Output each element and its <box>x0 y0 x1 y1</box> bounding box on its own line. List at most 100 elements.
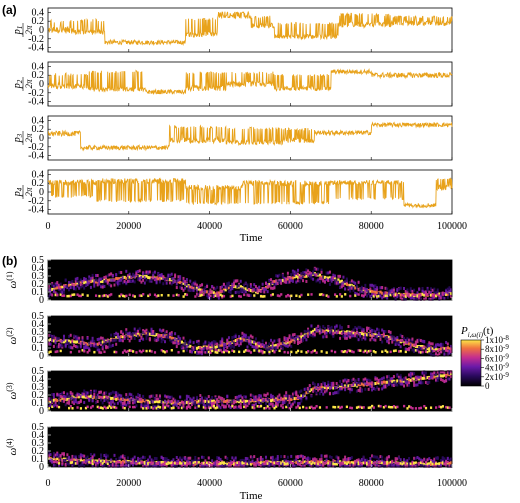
heatmap-cell <box>111 343 114 347</box>
heatmap-cell <box>436 456 439 460</box>
heatmap-cell <box>443 380 446 384</box>
heatmap-cell <box>251 289 254 293</box>
heatmap-cell <box>281 401 284 405</box>
heatmap-omega1: 0.50.40.30.20.10ω(1) <box>5 255 453 306</box>
heatmap-cell <box>189 464 192 468</box>
heatmap-cell <box>105 459 108 463</box>
heatmap-cell <box>357 331 360 335</box>
heatmap-cell <box>342 281 345 285</box>
heatmap-cell <box>367 382 370 386</box>
heatmap-cell <box>258 401 261 405</box>
heatmap-cell <box>83 281 86 285</box>
heatmap-cell <box>394 380 397 384</box>
heatmap-cell <box>404 290 407 294</box>
heatmap-cell <box>270 462 273 466</box>
heatmap-cell <box>66 294 69 298</box>
heatmap-cell <box>268 342 271 346</box>
heatmap-cell <box>342 379 345 383</box>
heatmap-cell <box>169 274 172 278</box>
heatmap-cell <box>160 349 163 352</box>
heatmap-cell <box>408 295 411 298</box>
heatmap-cell <box>436 378 439 382</box>
heatmap-cell <box>86 391 89 395</box>
heatmap-cell <box>76 337 79 341</box>
heatmap-cell <box>47 397 50 401</box>
heatmap-cell <box>397 294 400 298</box>
heatmap-cell <box>401 334 404 338</box>
heatmap-cell <box>330 384 333 388</box>
heatmap-cell <box>431 353 434 357</box>
heatmap-cell <box>147 461 150 465</box>
heatmap-cell <box>254 288 257 292</box>
heatmap-cell <box>157 403 160 407</box>
heatmap-cell <box>435 291 438 295</box>
heatmap-cell <box>231 339 234 343</box>
heatmap-cell <box>441 295 444 299</box>
heatmap-cell <box>438 343 441 347</box>
heatmap-cell <box>91 395 94 399</box>
heatmap-cell <box>310 462 313 466</box>
heatmap-cell <box>76 345 79 349</box>
heatmap-cell <box>372 293 375 297</box>
heatmap-cell <box>376 386 379 390</box>
heatmap-cell <box>148 270 151 274</box>
heatmap-cell <box>418 294 421 298</box>
panel-b-xlabel: Time <box>240 490 263 502</box>
heatmap-cell <box>199 464 202 468</box>
heatmap-cell <box>285 399 288 403</box>
heatmap-cell <box>126 398 130 402</box>
heatmap-cell <box>81 395 84 399</box>
heatmap-cell <box>303 455 306 459</box>
heatmap-cell <box>172 461 175 465</box>
heatmap-cell <box>89 339 92 343</box>
heatmap-cell <box>327 383 330 387</box>
heatmap-cell <box>118 337 121 341</box>
heatmap-cell <box>283 343 286 347</box>
x-tick-label: 0 <box>46 478 51 489</box>
heatmap-cell <box>172 406 175 409</box>
heatmap-cell <box>291 462 295 465</box>
heatmap-cell <box>180 400 183 404</box>
heatmap-cell <box>273 398 276 402</box>
heatmap-cell <box>184 399 187 403</box>
heatmap-cell <box>216 342 219 346</box>
heatmap-cell <box>231 294 234 298</box>
heatmap-cell <box>61 285 64 289</box>
heatmap-cell <box>339 464 342 468</box>
heatmap-cell <box>56 457 59 461</box>
heatmap-cell <box>137 397 140 401</box>
heatmap-cell <box>118 335 121 339</box>
heatmap-cell <box>352 286 355 290</box>
heatmap-cell <box>163 278 166 282</box>
heatmap-cell <box>207 400 210 404</box>
heatmap-cell <box>409 371 412 375</box>
heatmap-cell <box>202 292 205 296</box>
heatmap-cell <box>369 283 372 287</box>
heatmap-cell <box>165 457 168 461</box>
heatmap-cell <box>349 385 352 389</box>
heatmap-cell <box>286 460 289 464</box>
heatmap-cell <box>148 400 152 404</box>
heatmap-cell <box>418 338 421 342</box>
heatmap-cell <box>148 332 152 336</box>
heatmap-cell <box>411 348 414 352</box>
heatmap-cell <box>246 349 249 352</box>
heatmap-cell <box>57 458 61 462</box>
heatmap-cell <box>291 333 294 337</box>
heatmap-cell <box>226 462 229 466</box>
heatmap-cell <box>392 463 395 467</box>
heatmap-cell <box>152 407 155 410</box>
heatmap-cell <box>317 388 320 392</box>
heatmap-cell <box>111 462 115 466</box>
heatmap-cell <box>140 460 143 464</box>
heatmap-cell <box>147 406 150 409</box>
heatmap-cell <box>76 406 79 409</box>
heatmap-cell <box>162 407 165 410</box>
x-tick-label: 20000 <box>116 221 141 232</box>
heatmap-cell <box>264 455 267 459</box>
heatmap-cell <box>258 394 261 398</box>
heatmap-cell <box>372 462 375 465</box>
heatmap-cell <box>170 277 173 281</box>
heatmap-cell <box>110 333 113 337</box>
heatmap-cell <box>132 395 135 399</box>
